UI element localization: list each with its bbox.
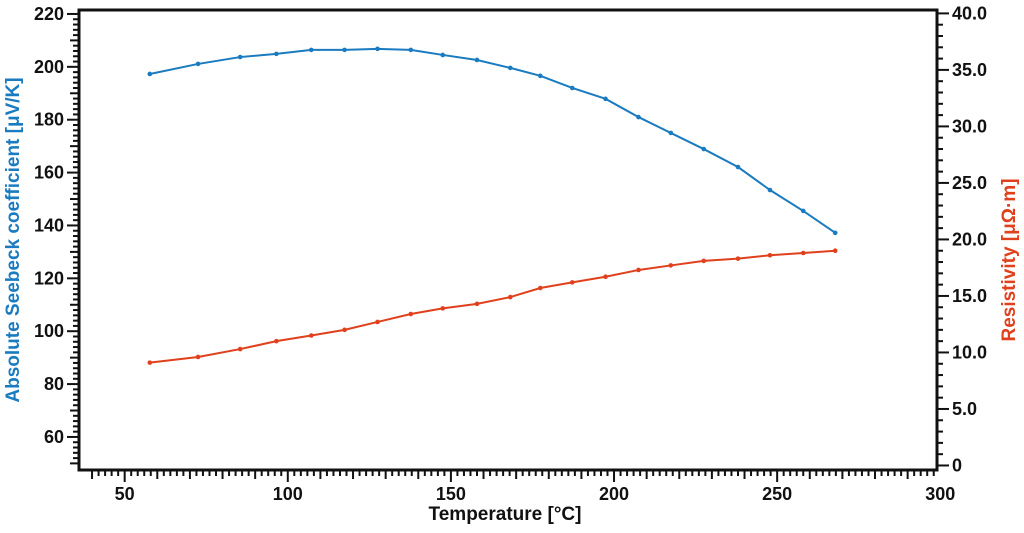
data-point-resistivity: [767, 252, 773, 258]
data-point-seebeck: [668, 130, 674, 136]
data-point-seebeck: [237, 54, 243, 60]
data-point-seebeck: [569, 85, 575, 91]
data-point-resistivity: [507, 294, 513, 300]
data-point-resistivity: [569, 280, 575, 285]
data-point-seebeck: [375, 46, 380, 52]
plot-frame: [77, 8, 939, 472]
data-point-resistivity: [237, 346, 243, 352]
data-point-resistivity: [832, 248, 838, 254]
data-point-resistivity: [342, 327, 347, 333]
data-point-resistivity: [668, 263, 674, 268]
y-left-tick-label: 80: [44, 374, 64, 394]
data-point-seebeck: [537, 73, 543, 79]
y-left-tick-label: 180: [34, 110, 64, 130]
y-left-tick-label: 100: [34, 321, 64, 341]
data-point-resistivity: [474, 301, 480, 307]
data-point-resistivity: [603, 274, 608, 280]
data-point-seebeck: [603, 96, 608, 102]
x-tick-label: 50: [115, 484, 135, 504]
data-point-seebeck: [274, 51, 279, 57]
y-left-tick-label: 220: [34, 4, 64, 24]
data-point-seebeck: [767, 187, 773, 193]
data-point-resistivity: [440, 306, 446, 311]
series-line-seebeck: [149, 47, 836, 234]
y-right-tick-label: 0: [952, 455, 962, 475]
y-right-tick-label: 10.0: [952, 342, 987, 362]
data-point-resistivity: [408, 311, 414, 317]
data-point-seebeck: [440, 52, 446, 58]
data-point-resistivity: [195, 354, 201, 360]
x-tick-label: 250: [762, 484, 792, 504]
data-point-resistivity: [701, 258, 707, 264]
data-point-resistivity: [375, 319, 380, 325]
y-left-tick-label: 160: [34, 163, 64, 183]
data-point-seebeck: [800, 208, 806, 214]
y-left-tick-label: 60: [44, 427, 64, 447]
x-tick-label: 150: [436, 484, 466, 504]
data-point-resistivity: [735, 256, 741, 261]
x-tick-label: 300: [925, 484, 955, 504]
data-point-seebeck: [147, 71, 153, 77]
y-left-tick-label: 140: [34, 215, 64, 235]
data-point-seebeck: [735, 164, 741, 170]
data-point-seebeck: [474, 57, 480, 63]
y-left-tick-label: 200: [34, 57, 64, 77]
data-point-seebeck: [832, 230, 838, 236]
data-point-resistivity: [537, 285, 543, 291]
data-point-seebeck: [342, 47, 347, 53]
y-right-tick-label: 20.0: [952, 229, 987, 249]
data-point-seebeck: [636, 114, 641, 120]
y-right-tick-label: 30.0: [952, 116, 987, 136]
series-line-resistivity: [149, 249, 836, 364]
y-right-axis-label: Resistivity [μΩ·m]: [999, 178, 1020, 341]
y-right-tick-label: 25.0: [952, 173, 987, 193]
x-axis-label: Temperature [°C]: [429, 504, 582, 525]
y-right-tick-label: 40.0: [952, 3, 987, 23]
data-point-seebeck: [408, 47, 414, 53]
data-point-resistivity: [308, 333, 314, 338]
data-point-resistivity: [636, 267, 641, 273]
y-right-tick-label: 15.0: [952, 286, 987, 306]
y-right-tick-label: 5.0: [952, 399, 977, 419]
y-left-axis-label: Absolute Seebeck coefficient [μV/K]: [3, 77, 24, 402]
data-point-seebeck: [701, 146, 707, 152]
x-tick-label: 200: [599, 484, 629, 504]
data-point-seebeck: [507, 65, 513, 71]
y-right-tick-label: 35.0: [952, 60, 987, 80]
data-point-resistivity: [147, 360, 153, 365]
data-point-seebeck: [195, 61, 201, 67]
data-point-resistivity: [800, 250, 806, 256]
x-tick-label: 100: [273, 484, 303, 504]
data-point-seebeck: [308, 47, 314, 53]
y-left-tick-label: 120: [34, 268, 64, 288]
data-point-resistivity: [274, 338, 279, 344]
